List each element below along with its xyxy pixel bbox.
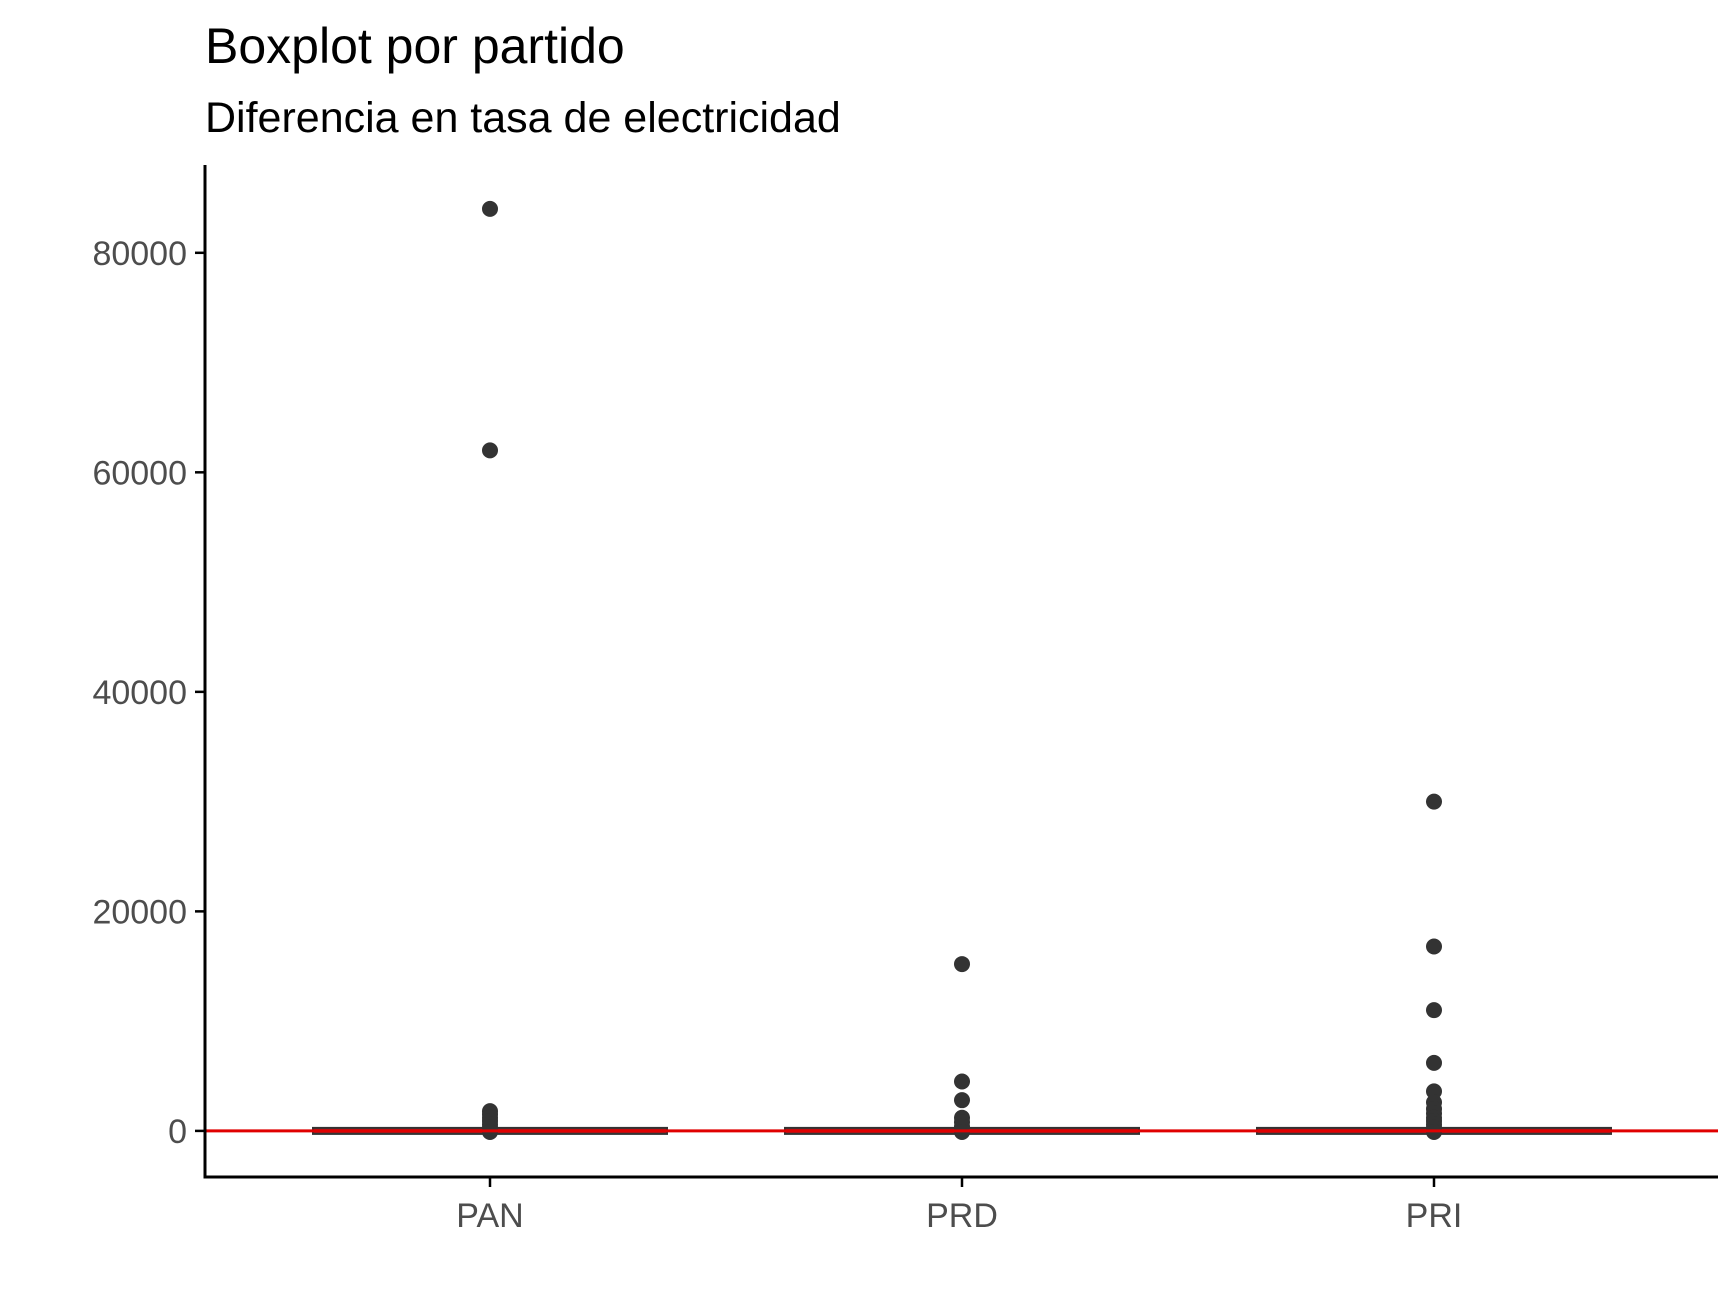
plot-area: 0 20000 40000 60000 80000 PAN PRD PRI xyxy=(92,165,1718,1235)
outlier-point-pan-1 xyxy=(482,442,498,459)
outlier-point-pan-0 xyxy=(482,200,498,217)
y-tick-label-20000: 20000 xyxy=(92,893,187,931)
outlier-point-pri-4 xyxy=(1426,1083,1442,1100)
outlier-point-prd-2 xyxy=(954,1092,970,1109)
outlier-point-pri-3 xyxy=(1426,1054,1442,1071)
x-tick-label-pri: PRI xyxy=(1406,1197,1463,1235)
y-tick-label-40000: 40000 xyxy=(92,674,187,712)
outlier-point-pri-2 xyxy=(1426,1002,1442,1019)
outlier-point-prd-0 xyxy=(954,956,970,973)
chart-subtitle: Diferencia en tasa de electricidad xyxy=(205,94,841,142)
x-tick-label-prd: PRD xyxy=(926,1197,998,1235)
outlier-point-prd-1 xyxy=(954,1073,970,1090)
chart-title: Boxplot por partido xyxy=(205,18,625,74)
y-tick-label-0: 0 xyxy=(168,1113,187,1151)
x-tick-label-pan: PAN xyxy=(456,1197,523,1235)
y-tick-label-80000: 80000 xyxy=(92,235,187,273)
y-tick-label-60000: 60000 xyxy=(92,454,187,492)
outlier-point-pri-1 xyxy=(1426,938,1442,955)
outlier-point-pri-0 xyxy=(1426,793,1442,810)
